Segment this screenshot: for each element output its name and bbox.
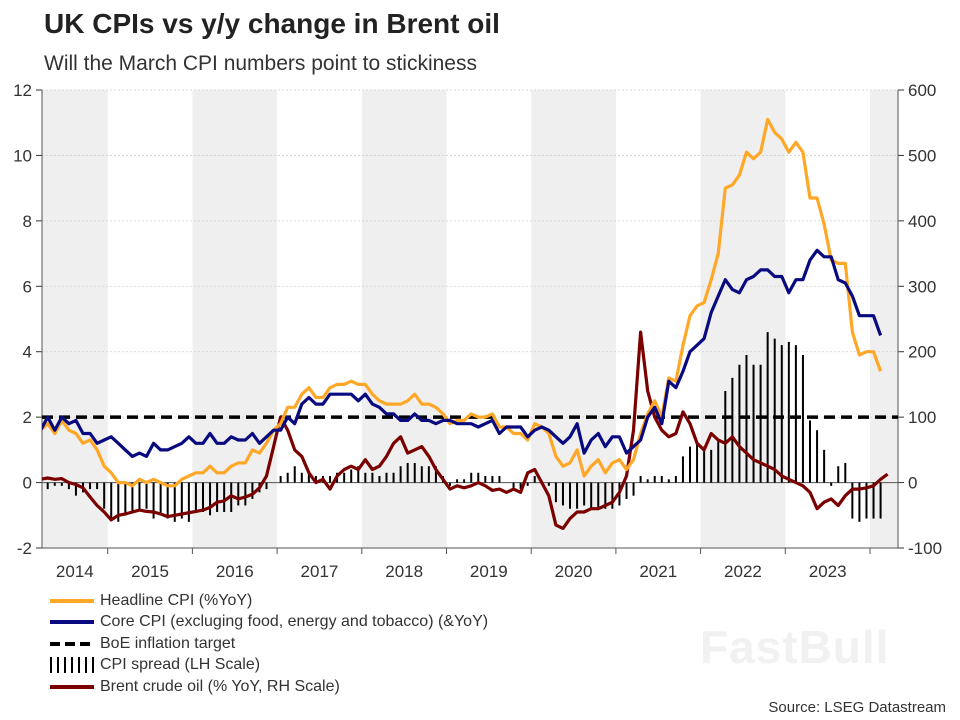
chart-title: UK CPIs vs y/y change in Brent oil [44,8,500,39]
legend-label: Core CPI (excluging food, energy and tob… [100,613,489,631]
left-axis-tick-label: 2 [23,408,32,427]
x-axis-tick-label: 2018 [385,562,423,581]
legend-item-target: BoE inflation target [50,633,488,655]
watermark-logo: FastBull [700,621,890,673]
chart-subtitle: Will the March CPI numbers point to stic… [44,52,477,75]
right-axis-tick-label: -100 [908,539,942,558]
headline-cpi-line [42,117,883,488]
year-band [531,90,616,548]
left-axis-tick-label: 6 [23,277,32,296]
x-axis-tick-label: 2019 [470,562,508,581]
left-axis-tick-label: 0 [23,474,32,493]
right-axis-tick-label: 400 [908,212,936,231]
legend-item-headline: Headline CPI (%YoY) [50,590,488,612]
x-axis-tick-label: 2017 [301,562,339,581]
legend-swatch-brent [50,684,94,689]
legend-label: Brent crude oil (% YoY, RH Scale) [100,677,340,695]
legend-swatch-core [50,620,94,625]
left-axis-tick-label: 12 [13,81,32,100]
right-axis-tick-label: 300 [908,277,936,296]
right-axis-tick-label: 200 [908,343,936,362]
legend-item-core: Core CPI (excluging food, energy and tob… [50,612,488,634]
legend-label: CPI spread (LH Scale) [100,656,261,674]
right-axis-tick-label: 100 [908,408,936,427]
legend-swatch-headline [50,598,94,603]
core-cpi-line [42,248,883,458]
legend-item-brent: Brent crude oil (% YoY, RH Scale) [50,676,488,698]
legend-label: BoE inflation target [100,634,236,652]
right-axis-tick-label: 500 [908,146,936,165]
x-axis-tick-label: 2015 [131,562,169,581]
plot-area [42,117,898,530]
x-axis-tick-label: 2021 [639,562,677,581]
brent-line [42,330,889,530]
legend-swatch-target [50,641,94,646]
legend-item-spread: CPI spread (LH Scale) [50,655,488,677]
source-note: Source: LSEG Datastream [768,699,946,716]
left-axis-tick-label: 8 [23,212,32,231]
year-band [42,90,108,548]
x-axis-tick-label: 2016 [216,562,254,581]
legend-label: Headline CPI (%YoY) [100,591,253,609]
left-axis-tick-label: 4 [23,343,32,362]
left-axis-tick-label: -2 [17,539,32,558]
x-axis-tick-label: 2014 [56,562,94,581]
year-band [361,90,447,548]
right-axis-tick-label: 0 [908,474,917,493]
legend-swatch-spread [50,657,94,674]
x-axis-tick-label: 2020 [555,562,593,581]
left-axis-tick-label: 10 [13,146,32,165]
x-axis-tick-label: 2022 [724,562,762,581]
right-axis-tick-label: 600 [908,81,936,100]
legend: Headline CPI (%YoY) Core CPI (excluging … [50,590,488,698]
x-axis-tick-label: 2023 [809,562,847,581]
